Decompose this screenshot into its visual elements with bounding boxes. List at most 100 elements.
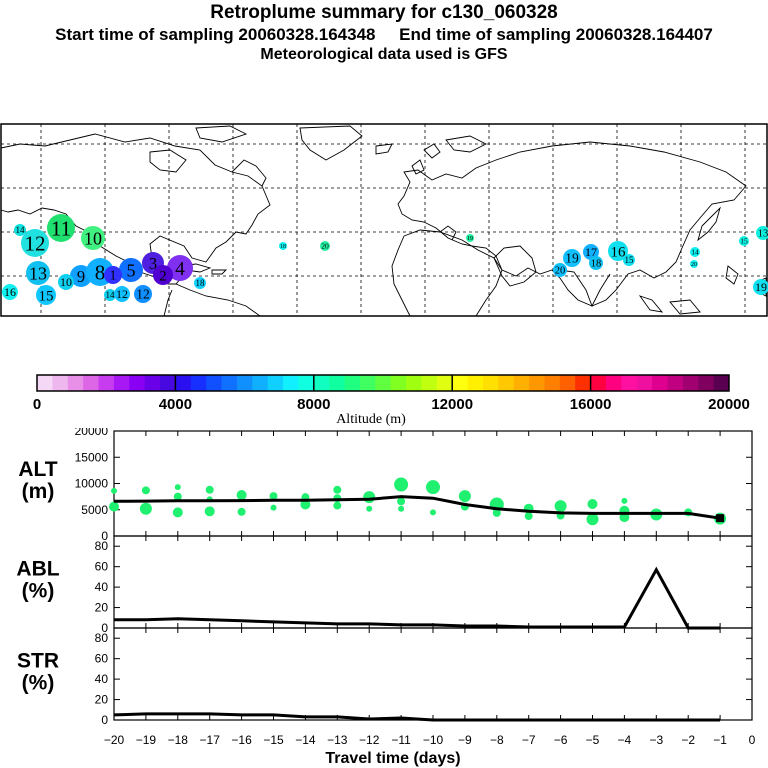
- colorbar-cell: [359, 375, 376, 391]
- map-marker-dot: [47, 214, 75, 242]
- colorbar-cell: [313, 375, 330, 391]
- y-tick-label: 0: [101, 529, 108, 543]
- colorbar-cell: [513, 375, 530, 391]
- colorbar-cell: [283, 375, 299, 391]
- map-marker-label: 13: [758, 229, 768, 240]
- altitude-dot: [363, 491, 376, 504]
- map-marker: 16: [608, 241, 628, 261]
- colorbar-cell: [160, 375, 176, 391]
- altitude-dot: [394, 477, 409, 492]
- time-series-panels: 05000100001500020000ALT(m)020406080ABL(%…: [16, 428, 756, 767]
- y-tick-label: 20000: [75, 428, 109, 438]
- altitude-dot: [621, 497, 628, 504]
- colorbar-cell: [529, 375, 545, 391]
- map-marker: 14: [104, 289, 116, 301]
- y-tick-label: 10000: [75, 477, 109, 491]
- map-marker-dot: [623, 254, 635, 266]
- altitude-dot: [554, 500, 567, 513]
- altitude-dot: [269, 492, 278, 501]
- map-marker: 10: [81, 226, 105, 250]
- y-tick-label: 0: [101, 621, 108, 635]
- colorbar-cell: [482, 375, 499, 391]
- map-marker: 14: [690, 247, 700, 257]
- map-marker-dot: [153, 265, 173, 285]
- x-tick-label: −8: [490, 733, 504, 747]
- altitude-dot: [300, 499, 311, 510]
- colorbar-cell: [682, 375, 699, 391]
- colorbar-cell: [298, 375, 315, 391]
- coastlines: [0, 125, 767, 317]
- x-tick-label: −1: [713, 733, 727, 747]
- colorbar-cell: [252, 375, 269, 391]
- map-marker-label: 19: [755, 280, 767, 294]
- map-marker: 13: [26, 261, 50, 285]
- map-marker: 19: [563, 249, 581, 267]
- colorbar-cell: [206, 375, 223, 391]
- map-marker: 5: [119, 258, 143, 282]
- map-marker-label: 20: [555, 266, 566, 277]
- map-marker-label: 12: [116, 287, 128, 301]
- map-marker-label: 14: [691, 248, 699, 257]
- colorbar-cell: [421, 375, 438, 391]
- x-axis: −20 −19 −18 −17 −16 −15 −14 −13 −12 −11 −10 −9 −8 −7−…: [104, 733, 756, 767]
- colorbar-cell: [406, 375, 422, 391]
- map-marker: 18: [194, 277, 206, 289]
- altitude-dot: [205, 485, 214, 494]
- colorbar-cell: [37, 375, 53, 391]
- map-marker-label: 1: [110, 268, 117, 283]
- map-marker-label: 5: [127, 260, 136, 280]
- map-marker-label: 18: [196, 278, 206, 288]
- y-tick-label: 40: [95, 672, 109, 686]
- colorbar-cell: [652, 375, 668, 391]
- colorbar-cell: [344, 375, 361, 391]
- colorbar-frame: [36, 374, 730, 392]
- map-marker-dot: [279, 242, 287, 250]
- colorbar-cell: [452, 375, 469, 391]
- map-marker-label: 15: [625, 255, 635, 265]
- colorbar-tick-label: 16000: [570, 396, 612, 413]
- colorbar-cell: [575, 375, 592, 391]
- map-marker: 13: [756, 226, 768, 240]
- panel-str: 0 20 40 60 80 STR(%): [17, 627, 753, 727]
- map-marker: 14: [14, 224, 26, 236]
- map-marker: 12: [114, 286, 130, 302]
- panel-alt: 0 5000 10000 15000 20000 ALT(m): [18, 428, 753, 543]
- map-marker-label: 19: [565, 251, 579, 266]
- x-tick-label: −20: [104, 733, 125, 747]
- colorbar-cell: [605, 375, 622, 391]
- map-marker: 20: [553, 263, 567, 277]
- map-marker-label: 19: [467, 236, 473, 242]
- colorbar-cell: [144, 375, 161, 391]
- map-marker-dot: [81, 226, 105, 250]
- colorbar-cell: [67, 375, 84, 391]
- colorbar-tick-label: 12000: [431, 396, 473, 413]
- y-tick-label: 15000: [75, 450, 109, 464]
- map-marker: 16: [2, 284, 18, 300]
- colorbar-tick-label: 0: [33, 396, 41, 413]
- map-marker-label: 17: [585, 245, 597, 259]
- colorbar-cell: [267, 375, 284, 391]
- map-marker-dot: [583, 244, 599, 260]
- map-marker-label: 18: [591, 259, 602, 270]
- x-tick-label: −11: [391, 733, 411, 747]
- altitude-dot: [426, 480, 440, 495]
- altitude-dot: [236, 490, 247, 501]
- map-marker-dot: [690, 260, 698, 268]
- colorbar-cell: [713, 375, 730, 391]
- x-tick-label: −12: [359, 733, 380, 747]
- x-tick-label: −16: [231, 733, 252, 747]
- colorbar-ticks: 0 4000 8000 12000 16000 20000: [33, 375, 750, 413]
- y-axis-unit: (%): [22, 580, 55, 603]
- y-tick-label: 5000: [81, 503, 108, 517]
- map-marker: 18: [589, 256, 603, 270]
- map-marker-label: 15: [39, 288, 54, 304]
- y-tick-label: 20: [95, 693, 109, 707]
- colorbar-tick-label: 8000: [297, 396, 330, 413]
- map-marker-label: 14: [106, 290, 116, 300]
- colorbar-cell: [83, 375, 100, 391]
- altitude-dot: [111, 487, 117, 494]
- map-marker-dot: [114, 286, 130, 302]
- map-marker-label: 3: [149, 254, 157, 273]
- map-marker-dot: [119, 258, 143, 282]
- colorbar-cell: [221, 375, 238, 391]
